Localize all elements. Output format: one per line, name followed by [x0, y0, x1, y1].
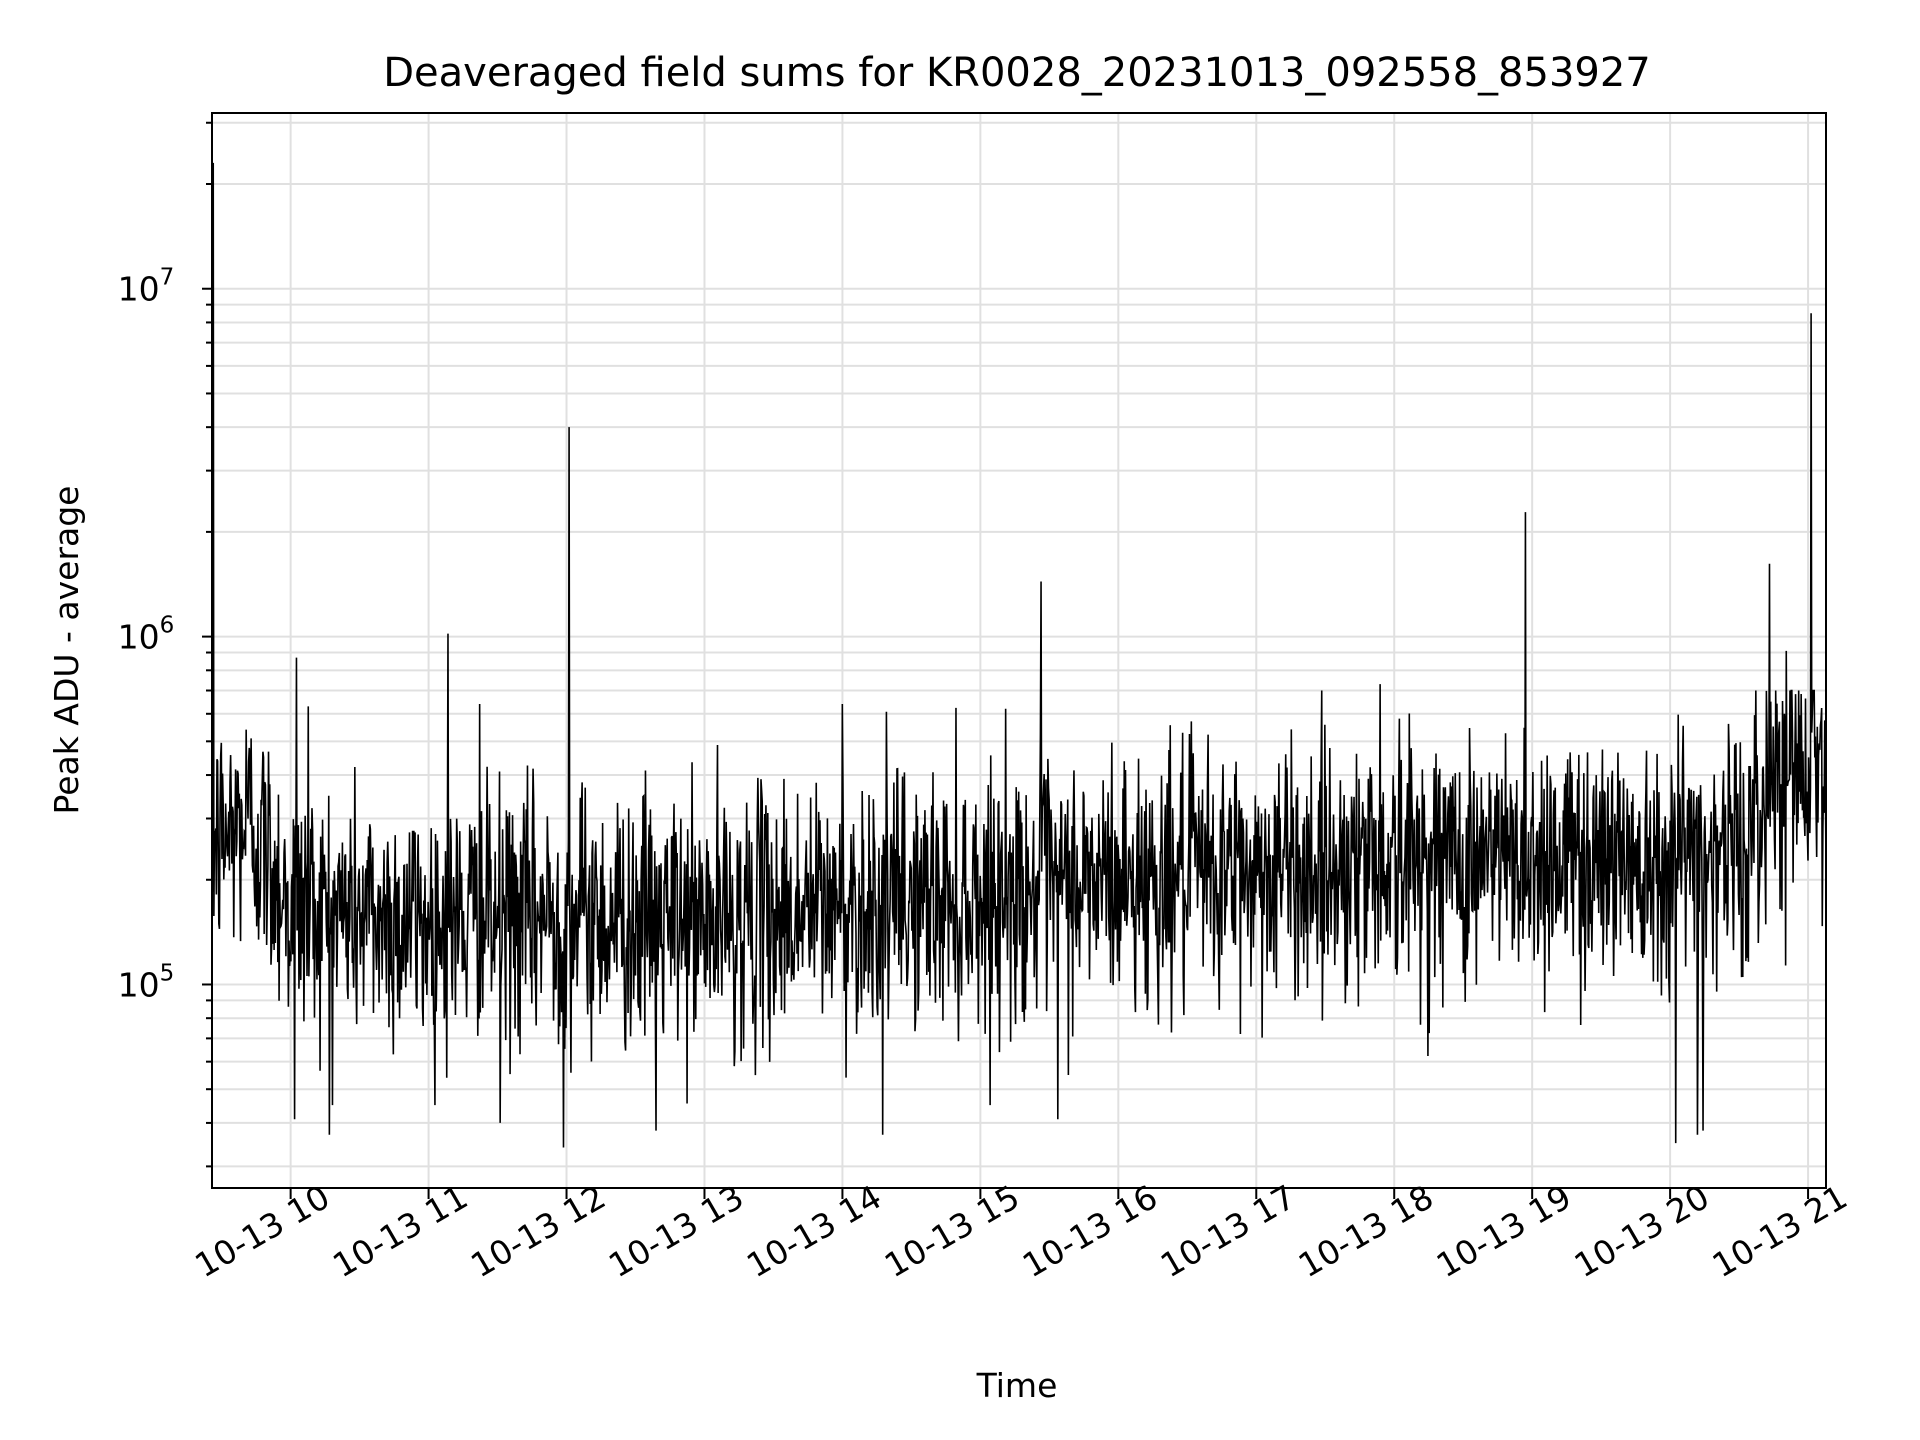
y-tick-label-exponent: 7	[160, 265, 175, 291]
y-tick-label-base: 10	[118, 270, 160, 309]
y-tick-label: 107	[118, 265, 175, 309]
y-tick-label-base: 10	[118, 965, 160, 1004]
y-axis-title: Peak ADU - average	[47, 486, 86, 815]
x-axis-title: Time	[976, 1366, 1058, 1405]
plot-frame	[211, 112, 1827, 1189]
series-line	[211, 162, 1827, 1148]
y-tick-label: 106	[118, 613, 175, 657]
y-tick-label-base: 10	[118, 618, 160, 657]
chart-title: Deaveraged field sums for KR0028_2023101…	[383, 50, 1651, 96]
y-tick-label-exponent: 5	[160, 960, 175, 986]
y-tick-label: 105	[118, 960, 175, 1004]
y-tick-label-exponent: 6	[160, 613, 175, 639]
series-layer	[211, 162, 1827, 1148]
